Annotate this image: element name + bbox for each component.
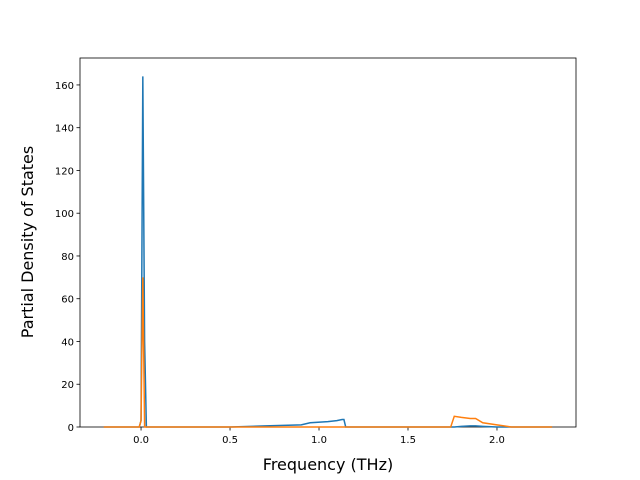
y-tick-label: 20 <box>61 380 74 391</box>
y-tick-label: 80 <box>61 252 74 263</box>
y-tick-label: 60 <box>61 295 74 306</box>
series-line <box>103 277 553 428</box>
y-tick-label: 160 <box>55 81 74 92</box>
plot-frame <box>79 57 577 428</box>
x-tick-label: 0.5 <box>222 435 238 446</box>
series-line <box>103 76 553 428</box>
y-tick-label: 140 <box>55 124 74 135</box>
y-tick-label: 120 <box>55 166 74 177</box>
y-axis-label: Partial Density of States <box>18 146 37 338</box>
y-tick-label: 100 <box>55 209 74 220</box>
x-tick-label: 1.5 <box>400 435 416 446</box>
x-axis-label: Frequency (THz) <box>263 455 393 474</box>
y-tick-label: 40 <box>61 337 74 348</box>
y-tick-label: 0 <box>68 423 74 434</box>
x-tick-label: 2.0 <box>489 435 505 446</box>
x-tick-label: 0.0 <box>133 435 149 446</box>
x-tick-label: 1.0 <box>311 435 327 446</box>
